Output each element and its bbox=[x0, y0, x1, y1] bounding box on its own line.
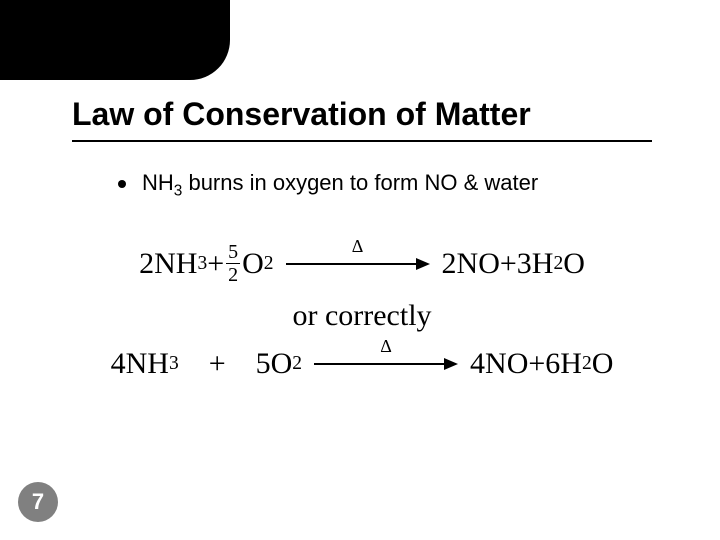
page-number: 7 bbox=[32, 489, 44, 515]
eq1-plus-2: + bbox=[500, 247, 517, 281]
title-underline bbox=[72, 140, 652, 142]
equations-block: 2 NH3 + 5 2 O2 Δ 2 NO + 3 H2O or correct… bbox=[72, 232, 652, 391]
eq1-lhs-a-coef: 2 bbox=[139, 247, 154, 281]
eq1-rhs-a-coef: 2 bbox=[442, 247, 457, 281]
eq1-plus-1: + bbox=[207, 247, 224, 281]
eq2-rhs-b-base: H bbox=[560, 347, 582, 381]
eq2-lhs-a-base: NH bbox=[126, 347, 169, 381]
bullet-text: NH3 burns in oxygen to form NO & water bbox=[142, 170, 538, 200]
eq1-rhs-b-base: H bbox=[532, 247, 554, 281]
eq1-lhs-b-sub: 2 bbox=[264, 253, 274, 275]
eq1-lhs-a-base: NH bbox=[154, 247, 197, 281]
eq2-arrow: Δ bbox=[314, 358, 458, 370]
eq2-lhs-b-coef: 5 bbox=[256, 347, 271, 381]
eq1-fraction: 5 2 bbox=[226, 242, 240, 285]
eq2-lhs-b-base: O bbox=[271, 347, 293, 381]
eq1-delta: Δ bbox=[352, 236, 364, 257]
eq1-lhs-a-sub: 3 bbox=[197, 253, 207, 275]
corner-tab bbox=[0, 0, 230, 80]
bullet-dot-icon bbox=[118, 180, 126, 188]
equation-1: 2 NH3 + 5 2 O2 Δ 2 NO + 3 H2O bbox=[72, 242, 652, 285]
page-number-badge: 7 bbox=[18, 482, 58, 522]
arrow-line-icon bbox=[286, 263, 416, 265]
eq2-rhs-b-tail: O bbox=[592, 347, 614, 381]
eq1-rhs-b-coef: 3 bbox=[517, 247, 532, 281]
eq2-delta: Δ bbox=[380, 336, 392, 357]
bullet-post: burns in oxygen to form NO & water bbox=[182, 170, 538, 195]
eq1-rhs-b-tail: O bbox=[563, 247, 585, 281]
arrow-head-icon bbox=[416, 258, 430, 270]
eq2-lhs-a-sub: 3 bbox=[169, 353, 179, 375]
eq2-lhs-b-sub: 2 bbox=[292, 353, 302, 375]
eq2-plus-1: + bbox=[209, 347, 226, 381]
eq2-rhs-a-coef: 4 bbox=[470, 347, 485, 381]
eq2-rhs-a-base: NO bbox=[485, 347, 528, 381]
eq2-lhs-a-coef: 4 bbox=[111, 347, 126, 381]
eq1-lhs-b-base: O bbox=[242, 247, 264, 281]
eq1-rhs-b-sub: 2 bbox=[553, 253, 563, 275]
eq1-arrow: Δ bbox=[286, 258, 430, 270]
equation-2: 4 NH3 + 5 O2 Δ 4 NO + 6 H2O bbox=[72, 347, 652, 381]
eq1-frac-den: 2 bbox=[226, 263, 240, 285]
eq2-plus-2: + bbox=[528, 347, 545, 381]
or-correctly-text: or correctly bbox=[72, 299, 652, 333]
bullet-pre: NH bbox=[142, 170, 174, 195]
eq1-rhs-a-base: NO bbox=[457, 247, 500, 281]
eq1-frac-num: 5 bbox=[226, 242, 240, 263]
eq2-rhs-b-coef: 6 bbox=[545, 347, 560, 381]
arrow-line-icon bbox=[314, 363, 444, 365]
eq2-rhs-b-sub: 2 bbox=[582, 353, 592, 375]
slide-title: Law of Conservation of Matter bbox=[72, 96, 531, 133]
arrow-head-icon bbox=[444, 358, 458, 370]
